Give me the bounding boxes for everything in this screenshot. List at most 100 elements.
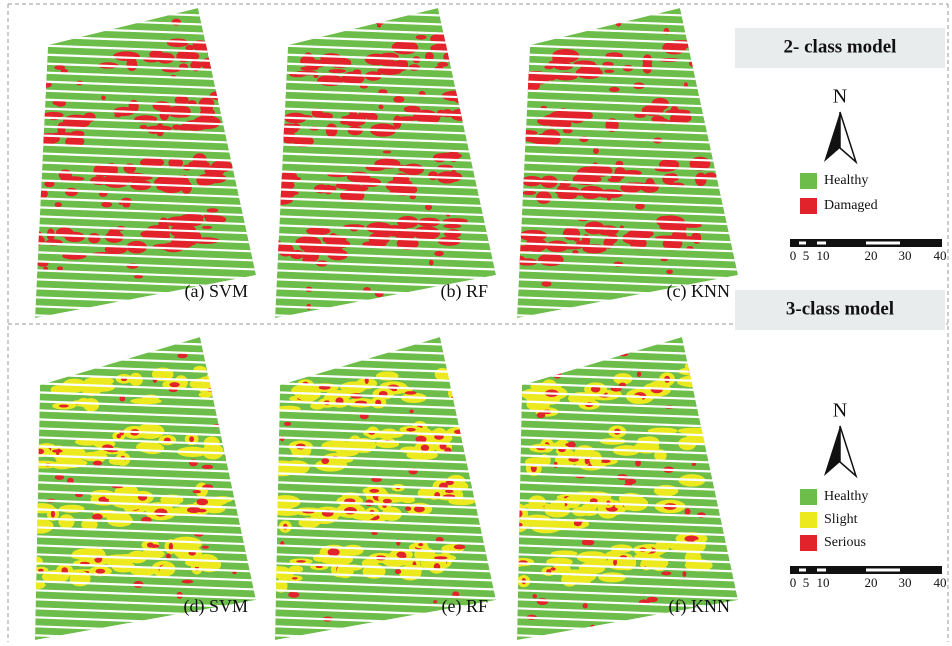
scatter-patch [666, 270, 673, 274]
scatter-patch [202, 226, 212, 229]
scatter-patch [202, 465, 213, 469]
figure: (a) SVM(b) RF(c) KNN2- class modelNHealt… [0, 0, 952, 646]
damaged-patch [544, 65, 554, 69]
scale-label: 5 [803, 248, 810, 263]
map-label: (e) RF [442, 596, 489, 617]
slight-patch [598, 572, 626, 582]
damaged-patch [402, 164, 424, 176]
serious-patch [600, 460, 610, 463]
scale-gap [817, 242, 826, 245]
damaged-patch [597, 225, 619, 235]
legend-label: Slight [824, 512, 858, 527]
legend-swatch [800, 512, 817, 528]
map-label: (a) SVM [185, 281, 249, 302]
scale-gap [866, 569, 900, 572]
damaged-patch [200, 108, 215, 118]
scatter-patch [533, 594, 537, 599]
scatter-patch [637, 371, 641, 377]
damaged-patch [433, 153, 446, 162]
damaged-patch [348, 126, 363, 135]
scale-label: 30 [899, 575, 912, 590]
scatter-patch [101, 96, 106, 100]
damaged-patch [172, 124, 181, 129]
legend-swatch [800, 535, 817, 551]
scale-label: 40 [934, 575, 947, 590]
damaged-patch [326, 123, 338, 137]
damaged-patch [347, 185, 368, 192]
scatter-patch [207, 208, 219, 212]
damaged-patch [290, 250, 304, 259]
scatter-patch [609, 87, 620, 92]
scatter-patch [92, 514, 103, 520]
legend-label: Serious [824, 535, 866, 550]
scale-label: 20 [865, 575, 878, 590]
scatter-patch [140, 125, 148, 129]
scatter-patch [451, 170, 456, 175]
north-label: N [833, 86, 847, 108]
damaged-patch [405, 42, 416, 48]
scale-label: 10 [817, 248, 830, 263]
north-label: N [833, 400, 847, 422]
damaged-patch [643, 54, 653, 67]
scatter-patch [288, 592, 299, 598]
serious-patch [189, 436, 194, 442]
serious-patch [296, 560, 306, 562]
damaged-patch [659, 159, 679, 171]
scatter-patch [409, 409, 414, 413]
serious-patch [95, 569, 105, 574]
scatter-patch [149, 544, 159, 548]
scatter-patch [625, 479, 636, 485]
scatter-patch [405, 506, 411, 511]
serious-patch [51, 511, 55, 518]
scatter-patch [547, 74, 556, 81]
legend-label: Healthy [824, 489, 868, 504]
slight-patch [276, 568, 294, 581]
damaged-patch [538, 253, 564, 266]
scale-gap [817, 569, 826, 572]
scatter-patch [190, 63, 200, 69]
scatter-patch [541, 281, 551, 287]
scatter-patch [434, 251, 444, 256]
scatter-patch [405, 391, 417, 395]
damaged-patch [536, 191, 552, 204]
legend-swatch [800, 489, 817, 505]
scatter-patch [576, 193, 585, 196]
scatter-patch [205, 217, 214, 221]
serious-patch [434, 556, 448, 559]
scale-label: 30 [899, 248, 912, 263]
map-label: (b) RF [440, 281, 488, 302]
scatter-patch [202, 546, 209, 549]
scatter-patch [454, 545, 466, 550]
damaged-patch [413, 110, 437, 123]
slight-patch [692, 539, 706, 552]
scale-gap [799, 569, 806, 572]
damaged-patch [126, 58, 137, 71]
damaged-patch [182, 120, 208, 131]
damaged-patch [413, 226, 440, 240]
damaged-patch [583, 193, 598, 199]
scatter-patch [182, 580, 194, 584]
scatter-patch [55, 202, 62, 207]
scale-label: 0 [790, 575, 797, 590]
scatter-patch [395, 569, 401, 574]
damaged-patch [329, 69, 346, 73]
scatter-patch [197, 499, 209, 506]
scatter-patch [593, 148, 599, 154]
slight-patch [526, 398, 550, 411]
scale-label: 5 [803, 575, 810, 590]
scatter-patch [377, 239, 382, 245]
scatter-patch [383, 499, 392, 503]
scatter-patch [582, 540, 589, 545]
scatter-patch [604, 70, 614, 73]
legend-swatch [800, 198, 817, 214]
scatter-patch [437, 62, 448, 67]
scatter-patch [57, 266, 63, 270]
damaged-patch [65, 188, 78, 197]
scatter-patch [398, 554, 406, 559]
scatter-patch [661, 571, 671, 575]
legend-label: Damaged [824, 198, 878, 213]
scatter-patch [595, 177, 602, 181]
scatter-patch [685, 508, 691, 515]
scatter-patch [321, 458, 329, 464]
damaged-patch [149, 50, 164, 58]
